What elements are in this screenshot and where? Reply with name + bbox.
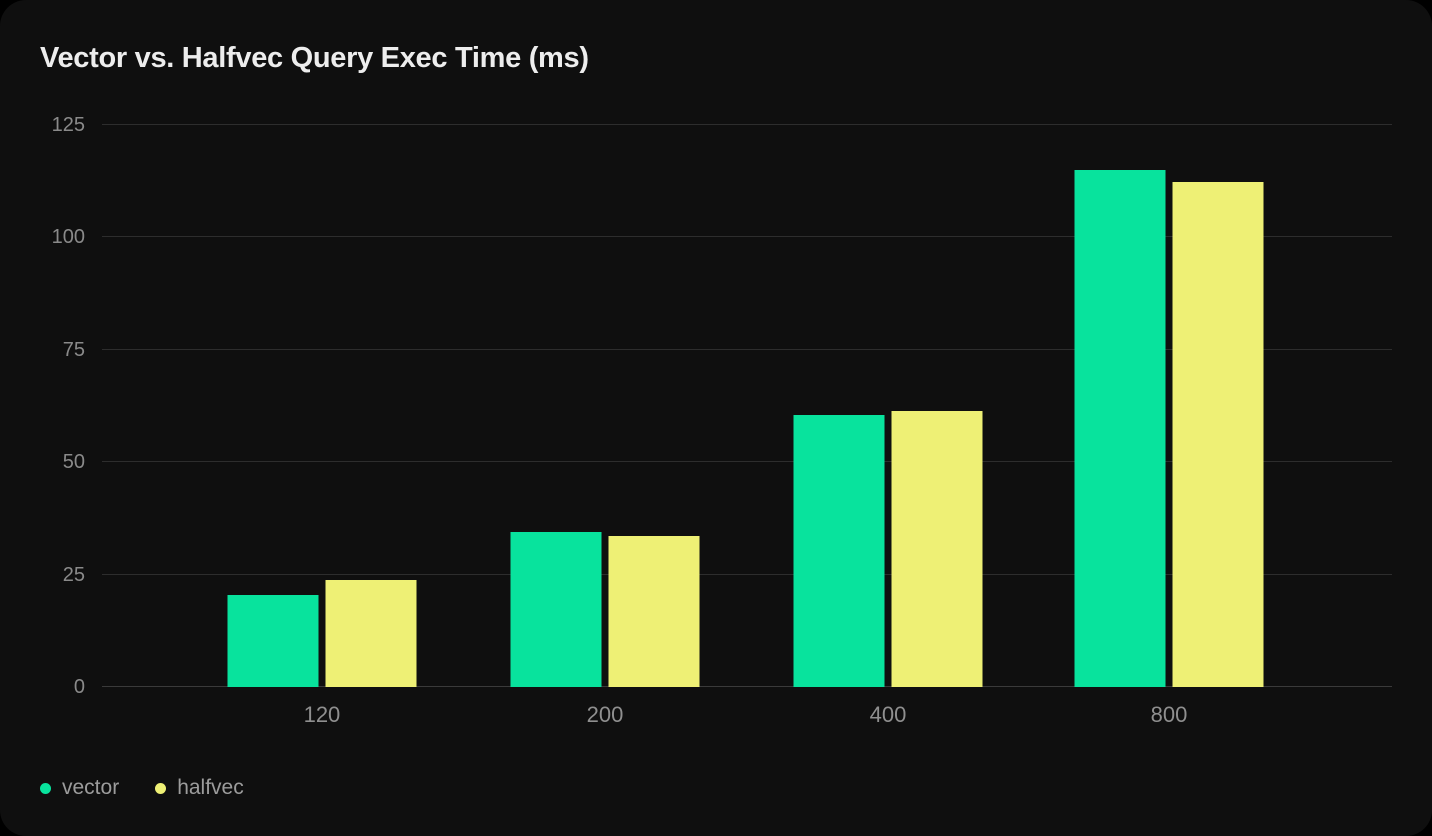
y-tick-label-25: 25 [62, 563, 85, 586]
legend-label-halfvec: halfvec [177, 776, 244, 799]
y-tick-label-75: 75 [62, 338, 85, 361]
gridline-y-50 [102, 461, 1392, 463]
halfvec-series-dot-icon [155, 782, 167, 794]
bar-vector-800[interactable] [1074, 170, 1166, 687]
plot-grid: 120 200 400 800 [102, 124, 1392, 726]
vector-series-dot-icon [40, 782, 51, 794]
bar-halfvec-120[interactable] [325, 579, 417, 687]
bar-halfvec-800[interactable] [1172, 182, 1264, 687]
bar-group-200 [510, 125, 700, 687]
x-tick-label-120: 120 [303, 702, 341, 727]
x-tick-label-200: 200 [586, 702, 624, 727]
bar-vector-120[interactable] [227, 595, 319, 687]
gridline-y-125 [102, 124, 1392, 125]
bar-vector-400[interactable] [793, 415, 885, 687]
y-tick-label-100: 100 [51, 226, 85, 249]
legend: vector halfvec [40, 776, 244, 800]
legend-item-vector[interactable]: vector [40, 776, 119, 800]
plot-area: 120 200 400 800 0 25 50 75 100 125 [0, 115, 1432, 726]
gridline-y-0 [102, 686, 1392, 687]
y-tick-label-125: 125 [51, 114, 85, 136]
gridline-y-75 [102, 348, 1392, 350]
chart-title: Vector vs. Halfvec Query Exec Time (ms) [40, 42, 589, 74]
legend-label-vector: vector [62, 776, 120, 799]
bar-group-800 [1074, 125, 1264, 687]
x-tick-label-400: 400 [869, 702, 907, 727]
legend-item-halfvec[interactable]: halfvec [155, 776, 244, 800]
bar-halfvec-400[interactable] [891, 410, 983, 687]
x-tick-label-800: 800 [1150, 702, 1188, 727]
bar-group-120 [227, 125, 417, 687]
gridline-y-25 [102, 573, 1392, 575]
y-tick-label-50: 50 [62, 451, 85, 474]
y-tick-label-0: 0 [73, 676, 85, 698]
gridline-y-100 [102, 236, 1392, 238]
bar-vector-200[interactable] [510, 531, 602, 687]
bar-halfvec-200[interactable] [608, 536, 700, 687]
bar-group-400 [793, 125, 983, 687]
